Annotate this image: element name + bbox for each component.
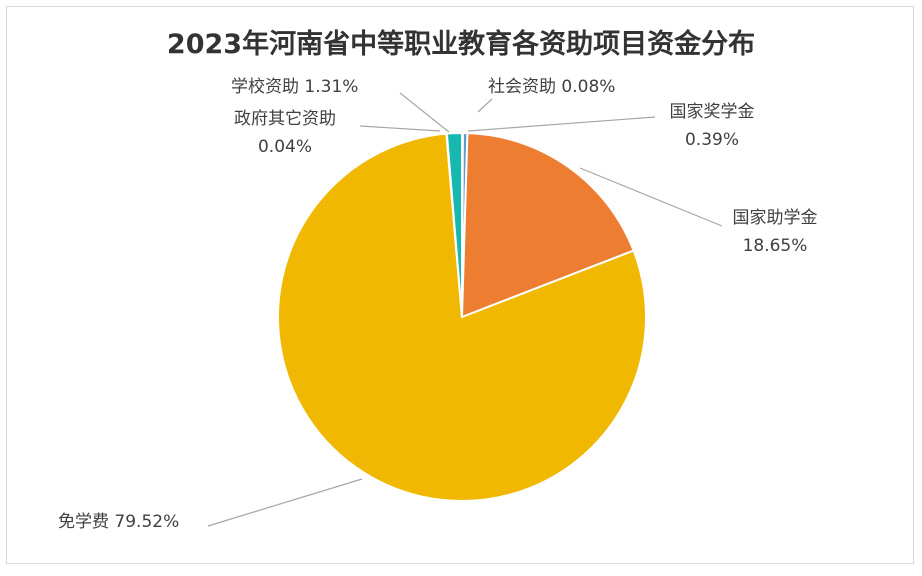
data-label-percent-5: 0.04% [258,137,312,157]
pie-slice-6 [445,131,463,318]
data-label-percent-2: 0.39% [685,130,739,150]
data-label-6: 学校资助 1.31% [231,77,358,97]
leader-line-2 [467,116,656,132]
data-label-percent-3: 18.65% [743,236,808,256]
leader-line-6 [399,92,450,133]
data-label-name-5: 政府其它资助 [234,109,336,129]
leader-line-4 [207,478,363,527]
pie-slice-4 [277,132,647,502]
leader-line-3 [579,167,723,227]
pie-slice-3 [460,132,635,319]
data-label-name-2: 国家奖学金 [670,102,755,122]
data-label-4: 免学费 79.52% [58,512,179,532]
leader-line-5 [359,125,441,132]
chart-title: 2023年河南省中等职业教育各资助项目资金分布 [166,29,756,60]
leader-line-1 [477,98,493,113]
data-label-1: 社会资助 0.08% [488,77,615,97]
data-label-name-3: 国家助学金 [733,208,818,228]
